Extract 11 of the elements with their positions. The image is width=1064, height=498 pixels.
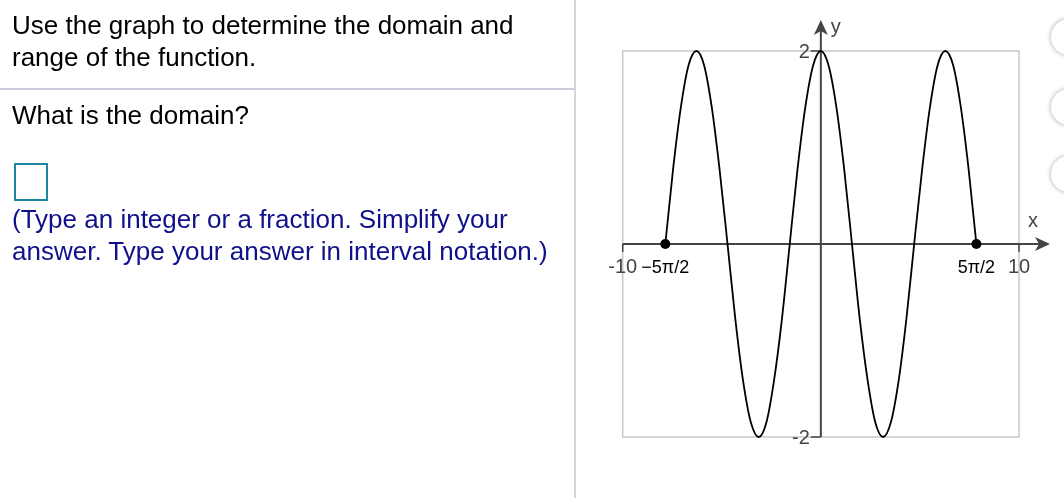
x-tick-label: 10 — [1007, 255, 1031, 277]
y-tick-label: 2 — [798, 40, 810, 62]
text: What is the domain? — [12, 100, 250, 130]
x-tick-label: −5π/2 — [641, 257, 690, 277]
text: (Type an integer or a fraction. Simplify your answer. Type your answer in interval notation.) — [12, 204, 548, 266]
x-axis-title: x — [1028, 209, 1038, 231]
y-axis-title: y — [830, 15, 841, 37]
x-tick-label: -10 — [608, 255, 638, 277]
x-tick-label: 5π/2 — [957, 257, 996, 277]
y-tick-label: -2 — [792, 426, 810, 448]
text: Use the graph to determine the domain and range of the function. — [12, 10, 514, 72]
